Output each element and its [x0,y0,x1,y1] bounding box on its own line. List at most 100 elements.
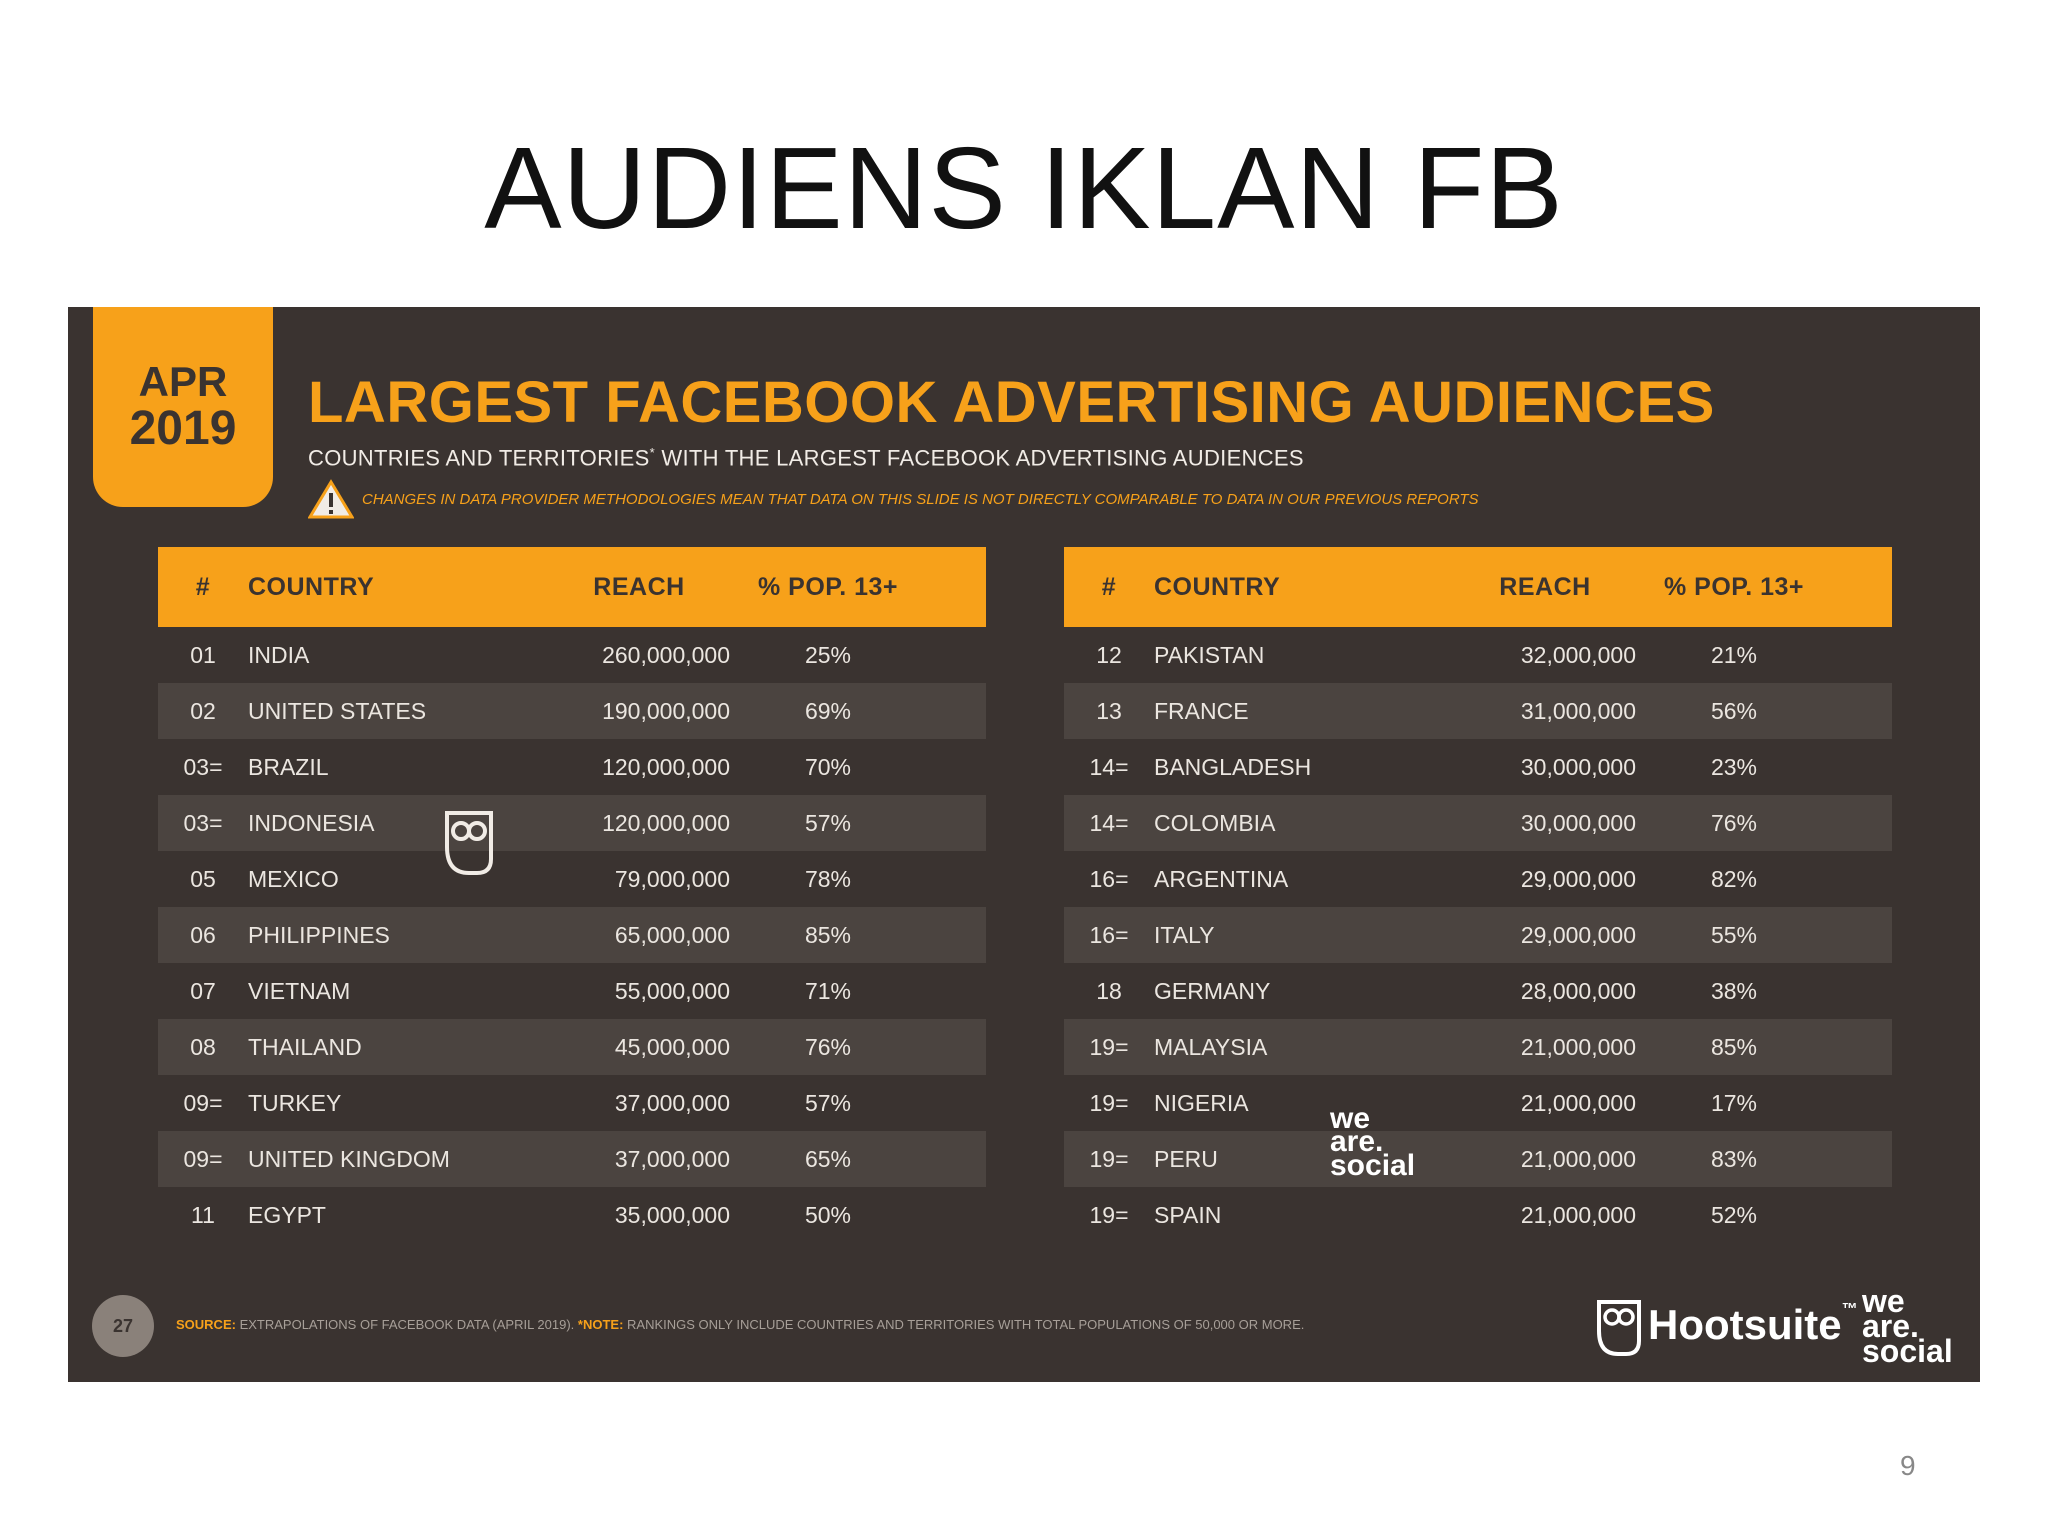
rank-cell: 09= [183,1089,223,1116]
country-cell: PHILIPPINES [248,921,390,948]
rank-cell: 13 [1096,697,1122,724]
header-country: COUNTRY [1154,572,1281,601]
pct-cell: 69% [804,697,852,724]
rank-cell: 11 [191,1201,215,1228]
pct-cell: 83% [1710,1145,1758,1172]
table-row: 16= ARGENTINA 29,000,000 82% [1064,851,1892,907]
report-subheading: COUNTRIES AND TERRITORIES* WITH THE LARG… [308,445,1304,471]
pct-cell: 23% [1710,753,1758,780]
rank-cell: 08 [190,1033,216,1060]
country-cell: INDIA [248,641,310,668]
rank-cell: 12 [1096,641,1122,668]
country-cell: VIETNAM [248,977,351,1004]
header-pct: % POP. 13+ [757,572,899,601]
was-word-2: are. [1330,1125,1384,1159]
table-row: 11 EGYPT 35,000,000 50% [158,1187,986,1243]
header-reach: REACH [593,572,685,601]
pct-cell: 17% [1710,1089,1758,1116]
table-row: 13 FRANCE 31,000,000 56% [1064,683,1892,739]
hootsuite-logo: Hootsuite™ [1648,1301,1858,1349]
note-text: RANKINGS ONLY INCLUDE COUNTRIES AND TERR… [623,1317,1305,1332]
country-cell: UNITED STATES [248,697,427,724]
table-row: 19= SPAIN 21,000,000 52% [1064,1187,1892,1243]
warning-note: CHANGES IN DATA PROVIDER METHODOLOGIES M… [308,479,1479,519]
country-cell: MEXICO [248,865,339,892]
pct-cell: 76% [804,1033,852,1060]
hootsuite-owl-icon [1597,1300,1641,1356]
rank-cell: 19= [1089,1145,1129,1172]
country-cell: MALAYSIA [1154,1033,1268,1060]
country-cell: PAKISTAN [1154,641,1265,668]
table-row: 09= UNITED KINGDOM 37,000,000 65% [158,1131,986,1187]
page-number: 9 [1900,1450,1916,1481]
rank-cell: 16= [1089,921,1129,948]
rank-cell: 03= [183,809,223,836]
country-cell: GERMANY [1154,977,1271,1004]
reach-cell: 79,000,000 [614,865,730,892]
country-cell: INDONESIA [248,809,375,836]
header-rank: # [1101,572,1117,601]
country-cell: FRANCE [1154,697,1249,724]
country-cell: ARGENTINA [1154,865,1289,892]
reach-cell: 31,000,000 [1520,697,1636,724]
pct-cell: 21% [1710,641,1758,668]
reach-cell: 55,000,000 [614,977,730,1004]
pct-cell: 71% [804,977,852,1004]
reach-cell: 21,000,000 [1520,1145,1636,1172]
source-note: SOURCE: EXTRAPOLATIONS OF FACEBOOK DATA … [176,1317,1304,1332]
table-row: 12 PAKISTAN 32,000,000 21% [1064,627,1892,683]
reach-cell: 260,000,000 [602,641,730,668]
reach-cell: 21,000,000 [1520,1033,1636,1060]
was-logo-word-3: social [1862,1332,1953,1369]
subheading-asterisk: * [649,445,655,460]
subheading-rest: WITH THE LARGEST FACEBOOK ADVERTISING AU… [654,445,1304,471]
pct-cell: 70% [804,753,852,780]
pct-cell: 65% [804,1145,852,1172]
pct-cell: 55% [1710,921,1758,948]
country-cell: BANGLADESH [1154,753,1312,780]
country-cell: BRAZIL [248,753,329,780]
ranking-table-left: # COUNTRY REACH % POP. 13+ 01 INDIA 260,00… [158,547,986,1243]
rank-cell: 02 [190,697,216,724]
table-header: # COUNTRY REACH % POP. 13+ [1064,547,1892,627]
table-row: 14= BANGLADESH 30,000,000 23% [1064,739,1892,795]
reach-cell: 30,000,000 [1520,809,1636,836]
warning-text: CHANGES IN DATA PROVIDER METHODOLOGIES M… [362,490,1479,508]
reach-cell: 29,000,000 [1520,865,1636,892]
country-cell: UNITED KINGDOM [248,1145,450,1172]
table-row: 14= COLOMBIA 30,000,000 76% [1064,795,1892,851]
rank-cell: 01 [190,641,216,668]
table-row: 19= PERU 21,000,000 83% [1064,1131,1892,1187]
rank-cell: 09= [183,1145,223,1172]
reach-cell: 190,000,000 [602,697,730,724]
pct-cell: 78% [804,865,852,892]
country-cell: THAILAND [248,1033,362,1060]
pct-cell: 38% [1710,977,1758,1004]
table-header: # COUNTRY REACH % POP. 13+ [158,547,986,627]
hootsuite-tm: ™ [1841,1301,1858,1318]
rank-cell: 07 [190,977,216,1004]
table-row: 06 PHILIPPINES 65,000,000 85% [158,907,986,963]
ranking-table-right: # COUNTRY REACH % POP. 13+ 12 PAKISTAN 32,… [1064,547,1892,1243]
subheading-text: COUNTRIES AND TERRITORIES [308,445,650,471]
country-cell: TURKEY [248,1089,342,1116]
table-row: 09= TURKEY 37,000,000 57% [158,1075,986,1131]
pct-cell: 52% [1710,1201,1758,1228]
pct-cell: 57% [804,1089,852,1116]
was-logo-word-1: we [1862,1283,1905,1319]
reach-cell: 30,000,000 [1520,753,1636,780]
header-reach: REACH [1499,572,1591,601]
note-label: *NOTE: [577,1317,624,1332]
rank-cell: 05 [190,865,216,892]
owl-watermark-icon [445,811,493,875]
pct-cell: 85% [1710,1033,1758,1060]
reach-cell: 35,000,000 [614,1201,730,1228]
pct-cell: 76% [1710,809,1758,836]
rank-cell: 06 [190,921,216,948]
infographic-panel: APR 2019 LARGEST FACEBOOK ADVERTISING AU… [68,307,1980,1382]
table-row: 05 MEXICO 79,000,000 78% [158,851,986,907]
header-country: COUNTRY [248,572,375,601]
we-are-social-watermark: we are. social [1330,1103,1415,1180]
reach-cell: 120,000,000 [602,753,730,780]
reach-cell: 29,000,000 [1520,921,1636,948]
